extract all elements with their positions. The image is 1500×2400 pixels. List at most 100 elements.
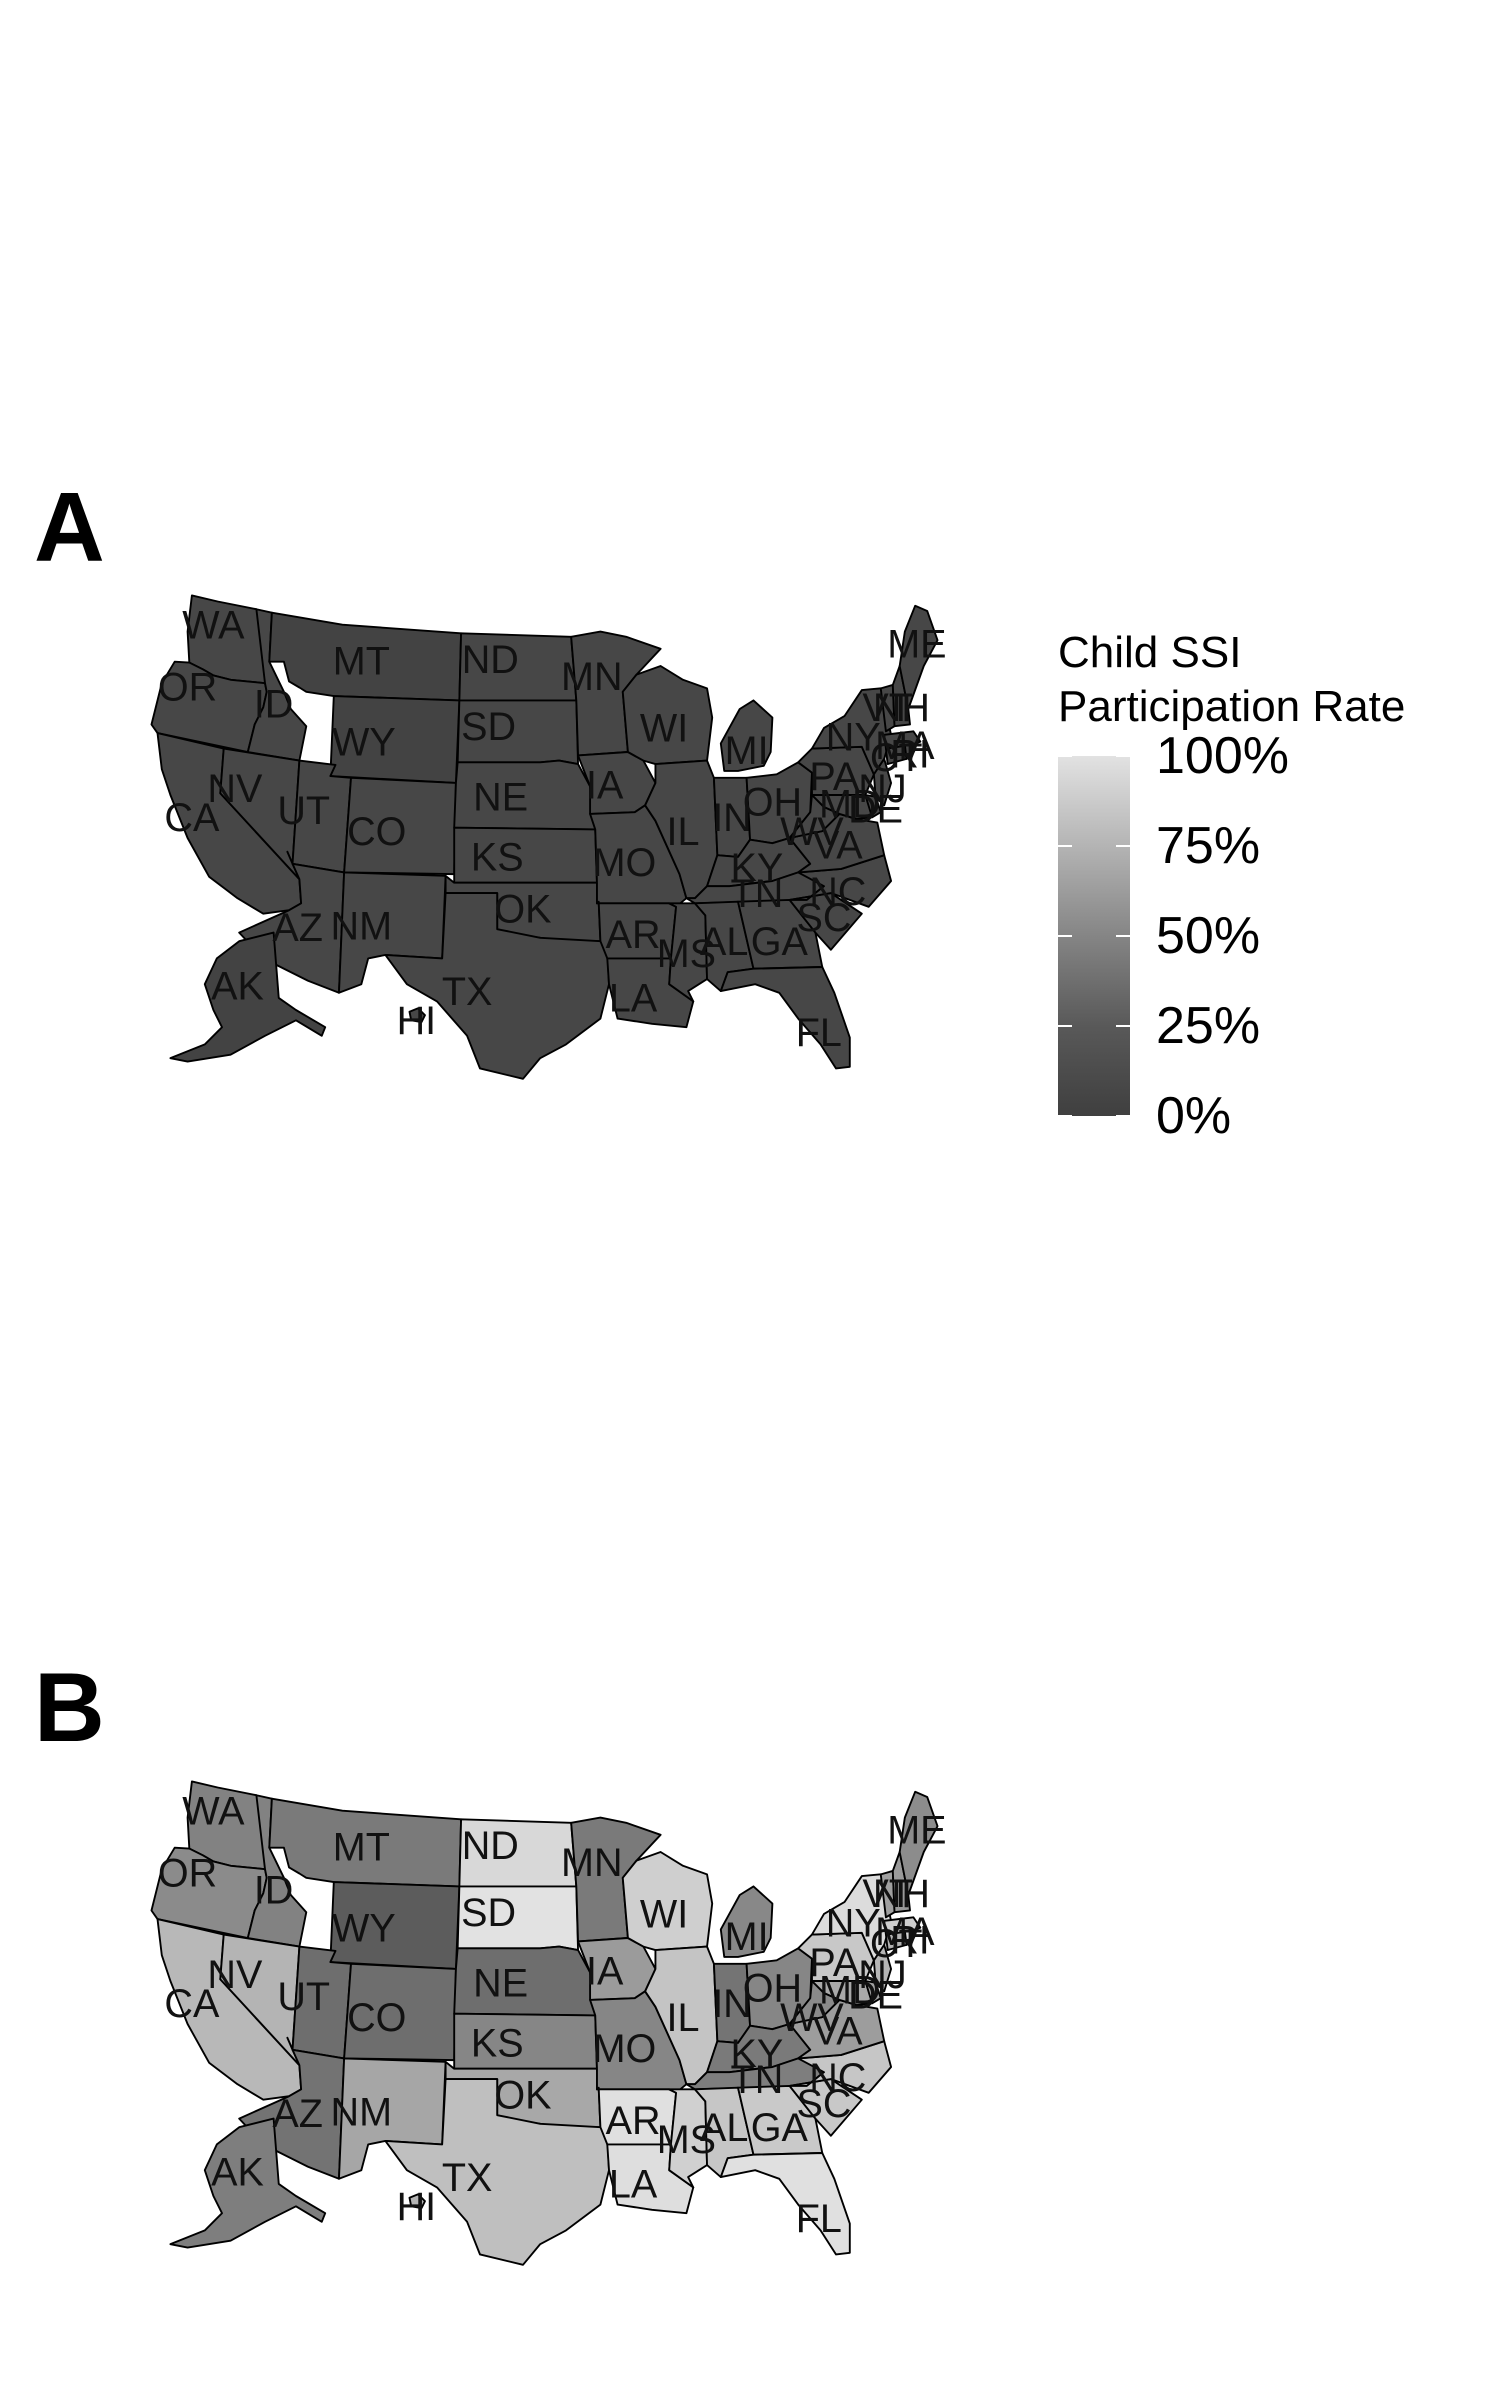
state-label-md: MD [819, 782, 881, 826]
state-label-wa: WA [182, 1789, 245, 1833]
state-label-ga: GA [751, 2106, 809, 2150]
state-label-mo: MO [593, 841, 657, 885]
state-label-wy: WY [332, 1906, 396, 1950]
state-label-ca: CA [164, 1982, 220, 2026]
legend-tick-left [1058, 1115, 1072, 1117]
state-label-nd: ND [462, 1824, 519, 1868]
state-label-la: LA [609, 2163, 658, 2207]
state-label-ga: GA [751, 920, 809, 964]
legend-tick-label: 25% [1156, 997, 1261, 1055]
legend-tick-right [1116, 755, 1130, 757]
state-label-az: AZ [272, 906, 323, 950]
state-label-fl: FL [796, 1011, 842, 1055]
state-label-wa: WA [182, 603, 245, 647]
state-label-wy: WY [332, 720, 396, 764]
state-label-nm: NM [331, 904, 393, 948]
state-label-co: CO [347, 810, 406, 854]
state-label-la: LA [609, 977, 658, 1021]
state-mt [268, 611, 463, 702]
state-me [898, 604, 939, 710]
state-label-ak: AK [211, 965, 264, 1009]
state-fl [719, 2152, 851, 2256]
state-nh [891, 1851, 911, 1914]
state-label-sc: SC [797, 896, 852, 940]
state-label-de: DE [848, 1974, 903, 2018]
state-label-vt: VT [862, 1872, 913, 1916]
state-label-ct: CT [870, 736, 923, 780]
legend-tick-right [1116, 1115, 1130, 1117]
state-ga [737, 898, 824, 970]
state-label-ia: IA [586, 1949, 624, 1993]
state-hi [408, 1007, 426, 1023]
state-label-ms: MS [657, 2118, 716, 2162]
state-label-sd: SD [461, 1891, 516, 1935]
state-label-oh: OH [743, 781, 802, 825]
state-label-al: AL [700, 920, 748, 964]
legend-tick-right [1116, 935, 1130, 937]
state-label-ca: CA [164, 796, 220, 840]
state-label-az: AZ [272, 2092, 323, 2136]
state-ma [883, 1916, 922, 1936]
legend-tick-label: 100% [1156, 727, 1289, 785]
state-label-ri: RI [890, 1918, 930, 1962]
state-label-fl: FL [796, 2197, 842, 2241]
state-label-ks: KS [471, 836, 524, 880]
state-label-ms: MS [657, 932, 716, 976]
state-de [864, 1980, 882, 2005]
state-label-nj: NJ [858, 767, 906, 811]
legend-tick-right [1116, 1025, 1130, 1027]
state-ak [169, 2117, 327, 2249]
state-label-in: IN [712, 1982, 752, 2026]
state-label-ar: AR [606, 913, 661, 957]
state-label-ut: UT [277, 789, 330, 833]
state-label-me: ME [887, 1808, 946, 1852]
state-label-wv: WV [780, 1996, 844, 2040]
state-label-hi: HI [397, 999, 437, 1043]
state-ma [883, 730, 922, 750]
state-label-or: OR [158, 1851, 217, 1895]
state-mi [719, 1885, 774, 1958]
state-label-tn: TN [731, 2058, 784, 2102]
state-label-md: MD [819, 1968, 881, 2012]
state-label-me: ME [887, 622, 946, 666]
state-label-de: DE [848, 788, 903, 832]
state-label-ut: UT [277, 1975, 330, 2019]
state-fl [719, 966, 851, 1070]
state-label-ny: NY [826, 1901, 881, 1945]
state-label-ky: KY [731, 846, 784, 890]
state-label-vt: VT [862, 686, 913, 730]
legend-tick-label: 0% [1156, 1087, 1232, 1145]
state-label-il: IL [666, 1996, 699, 2040]
state-tx [384, 2078, 610, 2266]
legend-tick-left [1058, 755, 1072, 757]
state-label-ny: NY [826, 715, 881, 759]
state-label-ak: AK [211, 2151, 264, 2195]
state-label-tx: TX [442, 2156, 493, 2200]
state-label-ma: MA [875, 1910, 935, 1954]
state-label-nm: NM [331, 2090, 393, 2134]
state-label-al: AL [700, 2106, 748, 2150]
state-ak [169, 931, 327, 1063]
legend-tick-label: 75% [1156, 817, 1261, 875]
state-label-mi: MI [725, 729, 769, 773]
state-mt [268, 1797, 463, 1888]
panel-a-letter: A [34, 472, 105, 582]
state-tx [384, 892, 610, 1080]
state-nh [891, 665, 911, 728]
state-label-va: VA [813, 824, 863, 868]
state-label-ia: IA [586, 763, 624, 807]
legend-title-line1: Child SSI [1058, 628, 1242, 677]
state-label-tx: TX [442, 970, 493, 1014]
state-label-ne: NE [473, 775, 528, 819]
state-mi [719, 699, 774, 772]
legend-tick-right [1116, 845, 1130, 847]
state-label-nv: NV [207, 767, 263, 811]
legend-colorbar [1058, 755, 1130, 1117]
state-label-sc: SC [797, 2082, 852, 2126]
state-label-nj: NJ [858, 1953, 906, 1997]
state-label-va: VA [813, 2010, 863, 2054]
state-me [898, 1790, 939, 1896]
state-label-nd: ND [462, 638, 519, 682]
state-nj [872, 757, 893, 807]
